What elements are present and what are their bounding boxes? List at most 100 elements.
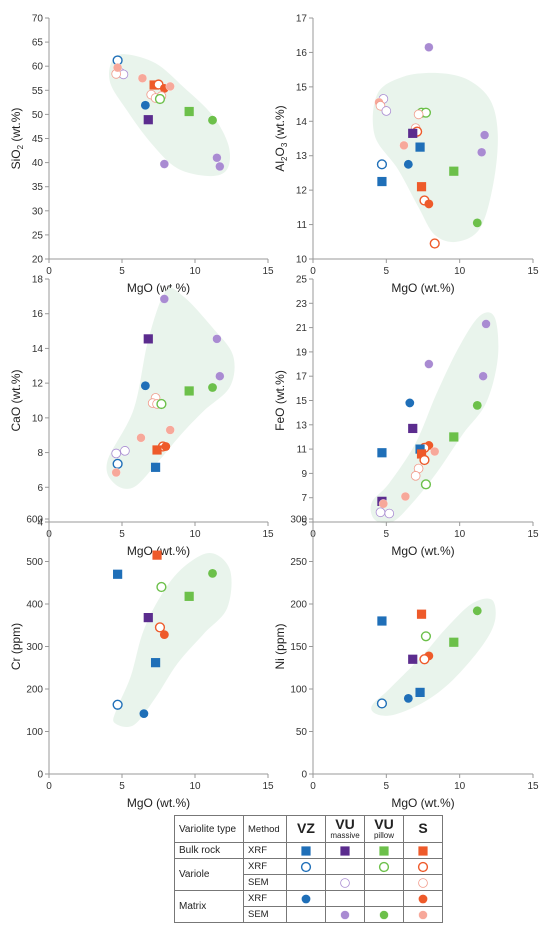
data-point	[111, 448, 121, 459]
data-point	[381, 106, 392, 116]
y-tick-label: 6	[37, 483, 43, 494]
data-point	[184, 106, 194, 117]
data-point	[419, 654, 430, 665]
panel-6: 0 50 100 150 200 250 300 0 5 10 15 MgO (wt.%) Ni (pp…	[273, 515, 539, 811]
legend-cell	[403, 874, 443, 891]
y-tick-label: 16	[296, 48, 308, 59]
data-point	[150, 658, 161, 668]
data-point	[415, 687, 425, 697]
x-tick-label: 5	[119, 266, 125, 277]
legend-marker-shape	[301, 894, 311, 903]
y-tick-label: 5	[301, 518, 307, 529]
data-point	[215, 371, 225, 381]
legend-method-variole-xrf: XRF	[243, 858, 287, 875]
legend-header-vu-pillow: VU pillow	[364, 815, 404, 843]
data-point	[405, 398, 415, 408]
data-point	[143, 613, 153, 623]
y-tick-label: 17	[296, 372, 308, 383]
data-point	[159, 159, 169, 169]
legend-cell	[325, 842, 365, 859]
data-point	[384, 508, 395, 519]
data-point	[140, 381, 150, 391]
data-point	[112, 699, 123, 710]
data-point	[477, 147, 487, 157]
legend-table: Variolite type Method VZ VU massive VU p…	[174, 815, 443, 923]
legend-cell	[325, 890, 365, 907]
data-point	[408, 128, 418, 138]
panel-5: 0 100 200 300 400 500 600 0 5 10 15 MgO (wt.%) Cr (p…	[9, 515, 274, 811]
y-tick-label: 55	[32, 86, 44, 97]
data-point	[377, 448, 387, 458]
y-tick-label: 0	[301, 770, 307, 781]
x-tick-label: 0	[310, 781, 316, 792]
compositional-field	[372, 72, 498, 243]
data-point	[154, 93, 166, 105]
y-axis-label: CaO (wt.%)	[9, 369, 23, 431]
legend-marker	[300, 861, 312, 872]
x-tick-label: 15	[527, 266, 539, 277]
legend-marker-shape	[418, 894, 428, 903]
legend-marker	[301, 845, 311, 856]
data-point	[416, 609, 427, 619]
legend-type-bulk: Bulk rock	[174, 842, 244, 859]
x-tick-label: 5	[384, 781, 390, 792]
y-tick-label: 50	[296, 727, 308, 738]
data-point	[377, 616, 387, 626]
data-point	[400, 491, 410, 502]
data-point	[449, 637, 459, 647]
legend-marker	[301, 894, 311, 903]
y-tick-label: 65	[32, 38, 44, 49]
data-point	[420, 631, 432, 642]
y-tick-label: 13	[296, 420, 308, 431]
y-tick-label: 30	[32, 206, 44, 217]
x-tick-label: 5	[119, 781, 125, 792]
data-point	[377, 176, 387, 187]
legend-marker-shape	[378, 861, 390, 872]
legend-marker	[340, 845, 350, 856]
legend-header-type: Variolite type	[174, 815, 244, 843]
legend-marker-shape	[301, 845, 311, 856]
legend-cell	[403, 890, 443, 907]
y-tick-label: 400	[26, 600, 43, 611]
legend-marker-shape	[340, 845, 350, 856]
y-tick-label: 9	[301, 469, 307, 480]
data-point	[156, 581, 167, 593]
data-point	[424, 359, 434, 369]
legend-group-vz-label: VZ	[297, 820, 315, 836]
compositional-field	[113, 553, 232, 728]
data-point	[424, 42, 434, 52]
data-point	[420, 479, 432, 490]
data-point	[449, 432, 459, 442]
x-tick-label: 5	[384, 266, 390, 277]
y-axis-label: Cr (ppm)	[9, 623, 23, 670]
legend-marker	[378, 861, 390, 872]
y-tick-label: 11	[297, 220, 308, 231]
x-tick-label: 10	[189, 529, 201, 540]
data-point	[212, 334, 222, 344]
data-point	[165, 425, 175, 435]
legend-cell	[325, 874, 365, 891]
legend-marker-shape	[340, 909, 350, 920]
data-point	[410, 471, 421, 481]
x-tick-label: 5	[384, 529, 390, 540]
y-tick-label: 14	[296, 117, 308, 128]
y-tick-label: 25	[32, 230, 44, 241]
legend-marker	[417, 861, 429, 872]
y-axis-label: Al2O3 (wt.%)	[273, 105, 289, 171]
x-axis-label: MgO (wt.%)	[391, 544, 454, 558]
data-point	[430, 446, 440, 457]
legend-cell	[325, 906, 365, 923]
data-point	[403, 693, 413, 703]
legend-cell	[403, 842, 443, 859]
legend-marker-shape	[418, 877, 428, 888]
legend-cell	[286, 842, 326, 859]
y-tick-label: 12	[32, 379, 44, 390]
data-point	[136, 433, 146, 443]
data-point	[419, 454, 430, 466]
data-point	[113, 63, 123, 73]
data-point	[399, 140, 409, 150]
legend-method-matrix-xrf: XRF	[243, 890, 287, 907]
compositional-field	[371, 598, 496, 716]
legend-marker-shape	[340, 877, 350, 888]
legend-cell	[364, 890, 404, 907]
